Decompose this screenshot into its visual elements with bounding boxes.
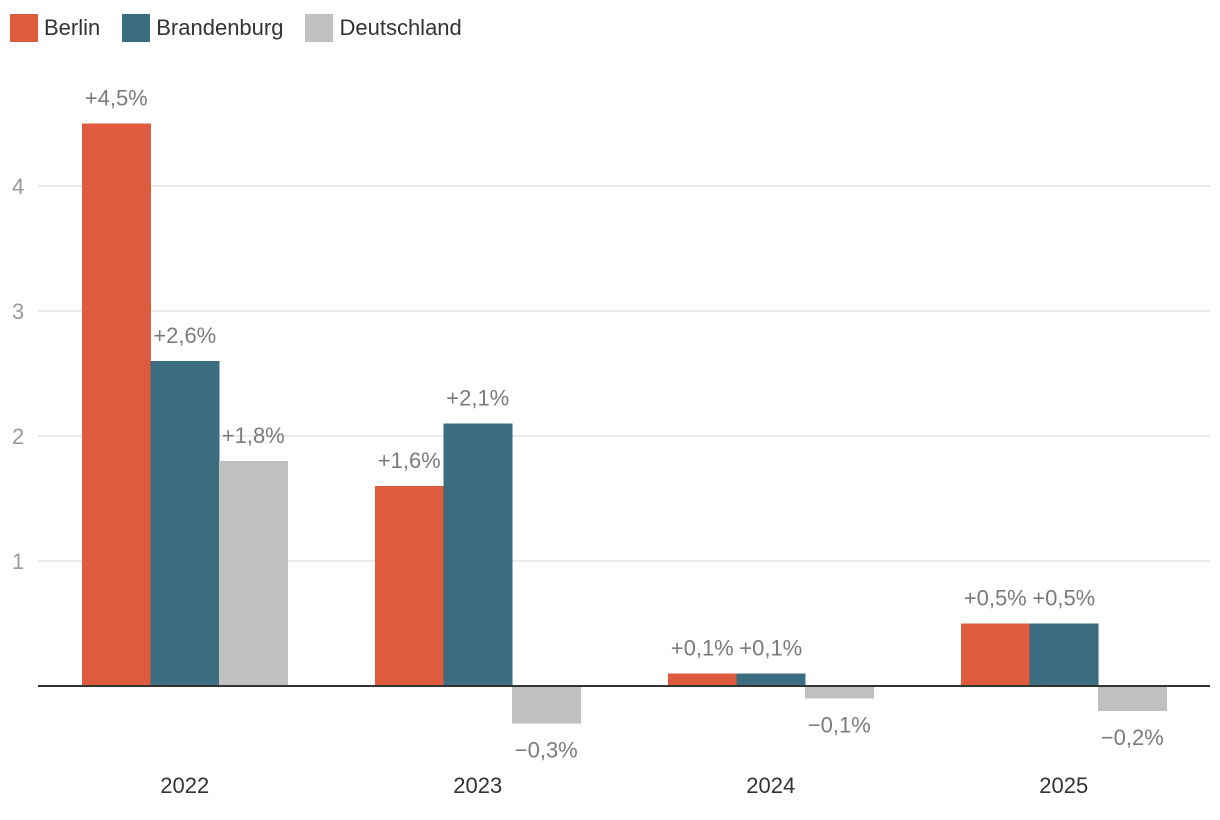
bar-brandenburg-2025 [1029,623,1099,686]
data-label-deutschland-2023: −0,3% [515,738,578,763]
bar-deutschland-2025 [1098,686,1167,711]
legend-item-brandenburg: Brandenburg [122,14,283,42]
data-label-berlin-2025: +0,5% [964,586,1027,611]
data-label-berlin-2022: +4,5% [85,86,148,111]
x-category-label-2022: 2022 [160,773,209,798]
bar-berlin-2025 [961,623,1030,686]
legend-swatch-deutschland [305,14,334,42]
data-label-deutschland-2024: −0,1% [808,713,871,738]
data-label-deutschland-2022: +1,8% [222,423,285,448]
data-label-deutschland-2025: −0,2% [1101,725,1164,750]
bar-berlin-2022 [82,123,151,686]
y-tick-label-4: 4 [12,174,24,199]
bar-brandenburg-2024 [736,673,806,686]
bar-berlin-2023 [375,486,444,686]
data-label-berlin-2024: +0,1% [671,636,734,661]
bar-layer [82,123,1167,724]
legend-label-brandenburg: Brandenburg [156,15,284,40]
bar-brandenburg-2023 [443,423,513,686]
x-category-label-2025: 2025 [1039,773,1088,798]
data-label-brandenburg-2024: +0,1% [739,636,802,661]
legend-swatch-berlin [10,14,38,42]
bar-deutschland-2022 [219,461,288,686]
legend-item-berlin: Berlin [10,14,100,42]
y-tick-label-1: 1 [12,549,24,574]
bar-deutschland-2024 [805,686,874,699]
bar-berlin-2024 [668,673,737,686]
data-label-brandenburg-2025: +0,5% [1032,586,1095,611]
x-category-label-2023: 2023 [453,773,502,798]
legend-label-deutschland: Deutschland [339,15,462,40]
y-tick-label-2: 2 [12,424,24,449]
label-layer: 1 2 3 4 +4,5% +2,6% +1,8% 2022 +1,6% +2,1% −0,3% 20… [12,86,1210,798]
x-category-label-2024: 2024 [746,773,795,798]
bar-deutschland-2023 [512,686,581,724]
legend-swatch-brandenburg [122,14,151,42]
legend-item-deutschland: Deutschland [305,14,462,42]
data-label-brandenburg-2023: +2,1% [446,386,509,411]
bar-brandenburg-2022 [150,361,220,686]
y-tick-label-3: 3 [12,299,24,324]
data-label-brandenburg-2022: +2,6% [153,323,216,348]
legend: Berlin Brandenburg Deutschland [10,14,484,42]
data-label-berlin-2023: +1,6% [378,448,441,473]
legend-label-berlin: Berlin [44,15,101,40]
